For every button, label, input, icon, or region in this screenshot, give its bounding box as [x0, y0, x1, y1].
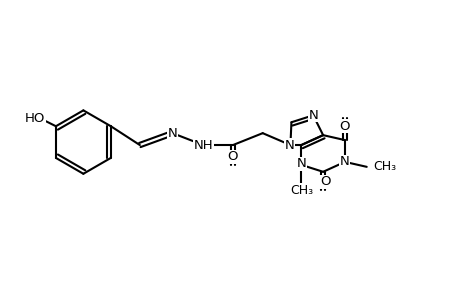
Text: O: O [319, 175, 330, 188]
Text: N: N [284, 139, 294, 152]
Text: O: O [339, 120, 349, 133]
Text: N: N [296, 158, 306, 170]
Text: N: N [339, 155, 349, 168]
Text: NH: NH [193, 139, 213, 152]
Text: N: N [167, 127, 177, 140]
Text: CH₃: CH₃ [289, 184, 312, 197]
Text: N: N [308, 109, 318, 122]
Text: CH₃: CH₃ [373, 160, 396, 173]
Text: O: O [227, 150, 238, 164]
Text: HO: HO [25, 112, 45, 125]
